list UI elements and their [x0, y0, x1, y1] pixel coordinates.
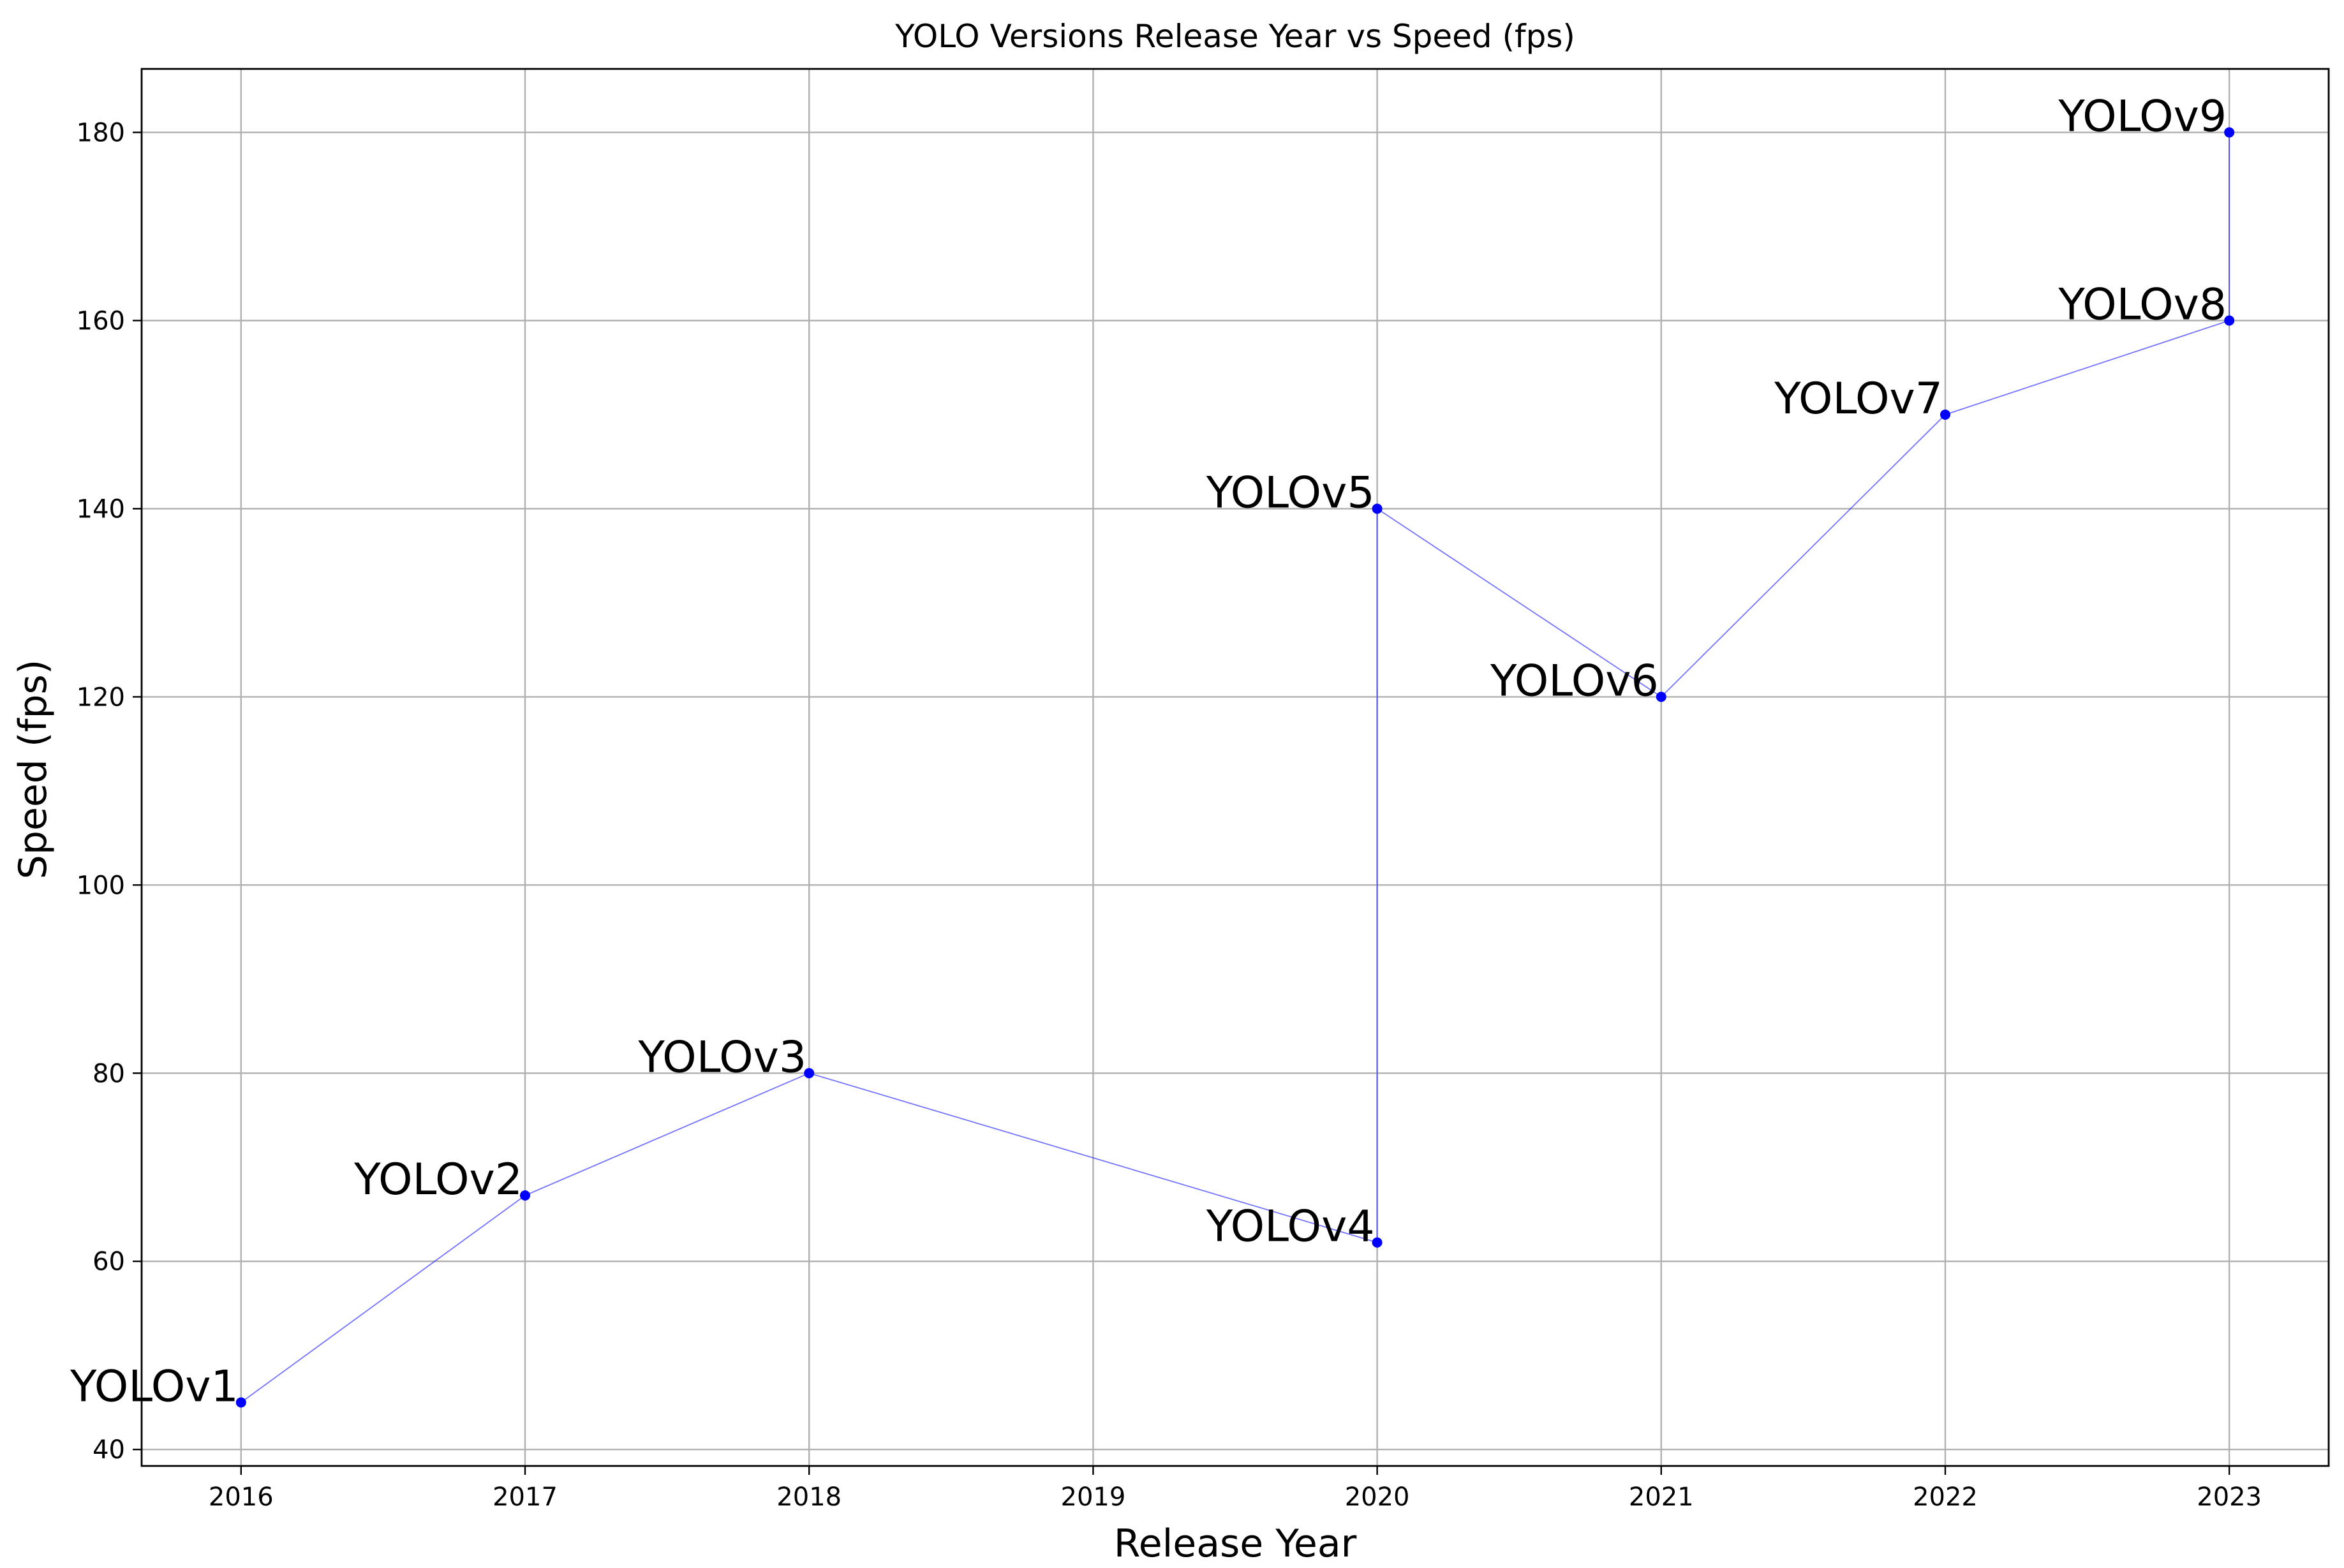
- y-tick-label: 120: [77, 683, 125, 712]
- y-axis-label: Speed (fps): [11, 660, 56, 879]
- y-tick-label: 140: [77, 494, 125, 524]
- data-point-yolov9: [2224, 127, 2235, 138]
- data-point-yolov1: [235, 1397, 246, 1408]
- data-point-yolov6: [1656, 692, 1666, 702]
- point-label-yolov4: YOLOv4: [1206, 1202, 1375, 1252]
- point-labels: YOLOv1 YOLOv2 YOLOv3 YOLOv4 YOLOv5 YOLOv6 YOLO…: [70, 92, 2227, 1412]
- y-tick-label: 180: [77, 119, 125, 148]
- data-point-yolov3: [804, 1068, 815, 1079]
- x-tick-label: 2023: [2197, 1483, 2262, 1512]
- y-tick-label: 40: [93, 1435, 125, 1465]
- x-axis-ticks: 2016 2017 2018 2019 2020 2021 2022 2023: [209, 1466, 2262, 1512]
- plot-frame: [140, 68, 2330, 1467]
- x-tick-label: 2017: [493, 1483, 558, 1512]
- point-label-yolov3: YOLOv3: [637, 1032, 806, 1083]
- x-tick-label: 2019: [1061, 1483, 1126, 1512]
- x-tick-label: 2022: [1913, 1483, 1978, 1512]
- x-tick-label: 2021: [1629, 1483, 1694, 1512]
- point-label-yolov1: YOLOv1: [70, 1361, 239, 1412]
- point-label-yolov2: YOLOv2: [353, 1155, 523, 1205]
- data-point-yolov7: [1940, 409, 1950, 420]
- point-label-yolov9: YOLOv9: [2058, 92, 2227, 142]
- x-tick-label: 2018: [776, 1483, 842, 1512]
- y-tick-label: 160: [77, 306, 125, 336]
- point-label-yolov8: YOLOv8: [2058, 279, 2227, 330]
- point-label-yolov5: YOLOv5: [1206, 468, 1375, 518]
- point-label-yolov6: YOLOv6: [1490, 656, 1659, 706]
- point-label-yolov7: YOLOv7: [1774, 374, 1943, 424]
- series: [235, 127, 2235, 1408]
- chart-title: YOLO Versions Release Year vs Speed (fps…: [894, 18, 1575, 55]
- y-tick-label: 100: [77, 871, 125, 900]
- data-point-yolov4: [1372, 1237, 1383, 1248]
- y-tick-label: 80: [93, 1059, 125, 1088]
- y-tick-label: 60: [93, 1247, 125, 1276]
- data-point-yolov2: [520, 1190, 531, 1201]
- x-tick-label: 2020: [1345, 1483, 1410, 1512]
- y-axis-ticks: 40 60 80 100 120 140 160 180: [77, 119, 142, 1465]
- x-axis-label: Release Year: [1114, 1521, 1357, 1566]
- data-point-yolov5: [1372, 503, 1383, 514]
- x-tick-label: 2016: [209, 1483, 274, 1512]
- data-point-yolov8: [2224, 315, 2235, 326]
